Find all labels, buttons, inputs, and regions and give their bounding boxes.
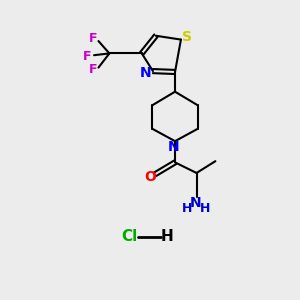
Text: N: N <box>140 66 152 80</box>
Text: F: F <box>88 32 97 45</box>
Text: O: O <box>144 170 156 184</box>
Text: N: N <box>168 140 179 154</box>
Text: H: H <box>182 202 192 215</box>
Text: S: S <box>182 30 192 44</box>
Text: F: F <box>83 50 92 63</box>
Text: F: F <box>88 63 97 76</box>
Text: Cl: Cl <box>121 230 137 244</box>
Text: N: N <box>190 196 202 210</box>
Text: H: H <box>160 230 173 244</box>
Text: H: H <box>200 202 211 215</box>
